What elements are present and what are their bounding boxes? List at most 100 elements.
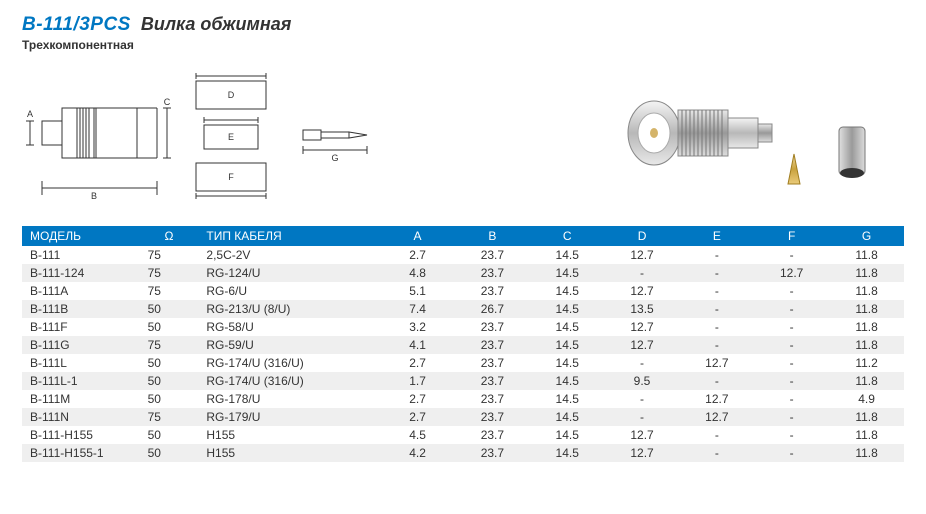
table-cell: 14.5 [530,444,605,462]
table-cell: B-111M [22,390,140,408]
table-cell: 14.5 [530,318,605,336]
table-cell: - [679,444,754,462]
table-cell: 14.5 [530,336,605,354]
table-cell: 23.7 [455,408,530,426]
table-cell: 12.7 [605,444,680,462]
dim-B-label: B [91,191,97,201]
table-cell: 1.7 [380,372,455,390]
table-cell: RG-178/U [198,390,380,408]
table-cell: - [679,318,754,336]
col-C: C [530,226,605,246]
table-row: B-111B50RG-213/U (8/U)7.426.714.513.5--1… [22,300,904,318]
table-cell: B-111 [22,246,140,264]
dim-E-label: E [228,132,234,142]
table-cell: 11.2 [829,354,904,372]
table-cell: 4.9 [829,390,904,408]
table-cell: - [754,246,829,264]
table-cell: 23.7 [455,264,530,282]
table-cell: 75 [140,246,199,264]
table-cell: 14.5 [530,264,605,282]
table-cell: 14.5 [530,390,605,408]
table-cell: RG-124/U [198,264,380,282]
col-B: B [455,226,530,246]
table-cell: - [754,408,829,426]
table-cell: 12.7 [679,408,754,426]
table-cell: - [754,426,829,444]
table-row: B-111L-150RG-174/U (316/U)1.723.714.59.5… [22,372,904,390]
table-cell: 12.7 [605,426,680,444]
table-cell: 12.7 [605,246,680,264]
table-cell: 11.8 [829,264,904,282]
table-cell: 3.2 [380,318,455,336]
table-cell: RG-174/U (316/U) [198,354,380,372]
table-cell: B-111L-1 [22,372,140,390]
table-cell: RG-6/U [198,282,380,300]
table-cell: 75 [140,282,199,300]
table-cell: 12.7 [605,282,680,300]
table-row: B-111G75RG-59/U4.123.714.512.7--11.8 [22,336,904,354]
table-cell: 12.7 [679,390,754,408]
table-cell: RG-59/U [198,336,380,354]
pin-icon [784,148,824,188]
table-cell: 23.7 [455,444,530,462]
table-cell: 14.5 [530,300,605,318]
col-model: МОДЕЛЬ [22,226,140,246]
table-cell: B-111-124 [22,264,140,282]
table-cell: 23.7 [455,390,530,408]
table-cell: 14.5 [530,426,605,444]
table-cell: - [754,336,829,354]
col-E: E [679,226,754,246]
table-cell: 5.1 [380,282,455,300]
dim-D-label: D [228,90,235,100]
table-cell: 23.7 [455,426,530,444]
drawing-main: B A C [22,73,172,203]
table-cell: - [605,390,680,408]
table-cell: 75 [140,264,199,282]
table-cell: 11.8 [829,372,904,390]
table-cell: B-111L [22,354,140,372]
table-cell: 4.5 [380,426,455,444]
table-row: B-111A75RG-6/U5.123.714.512.7--11.8 [22,282,904,300]
table-cell: 11.8 [829,282,904,300]
table-cell: B-111-H155 [22,426,140,444]
product-photo [604,68,904,208]
table-cell: - [754,354,829,372]
table-cell: B-111-H155-1 [22,444,140,462]
page-title: Вилка обжимная [141,14,292,35]
table-cell: 14.5 [530,282,605,300]
col-F: F [754,226,829,246]
table-cell: 11.8 [829,408,904,426]
table-cell: RG-179/U [198,408,380,426]
table-cell: - [679,372,754,390]
table-cell: 12.7 [605,336,680,354]
col-G: G [829,226,904,246]
table-cell: - [754,444,829,462]
dim-G-label: G [331,153,338,163]
table-cell: 75 [140,336,199,354]
table-row: B-111-12475RG-124/U4.823.714.5--12.711.8 [22,264,904,282]
table-cell: 23.7 [455,282,530,300]
table-cell: - [754,390,829,408]
table-cell: 11.8 [829,426,904,444]
table-cell: 14.5 [530,354,605,372]
table-cell: - [679,426,754,444]
table-cell: 23.7 [455,336,530,354]
table-cell: - [754,372,829,390]
table-cell: 9.5 [605,372,680,390]
table-cell: 13.5 [605,300,680,318]
table-cell: 2,5C-2V [198,246,380,264]
table-row: B-111-H155-150H1554.223.714.512.7--11.8 [22,444,904,462]
table-cell: 2.7 [380,390,455,408]
table-cell: 11.8 [829,444,904,462]
table-cell: - [605,264,680,282]
table-cell: 7.4 [380,300,455,318]
table-cell: 50 [140,426,199,444]
table-cell: RG-174/U (316/U) [198,372,380,390]
sleeve-icon [829,123,879,183]
figure-row: B A C [22,58,904,218]
table-cell: - [605,408,680,426]
table-cell: 50 [140,300,199,318]
table-cell: 23.7 [455,318,530,336]
table-cell: 12.7 [605,318,680,336]
table-cell: 14.5 [530,372,605,390]
